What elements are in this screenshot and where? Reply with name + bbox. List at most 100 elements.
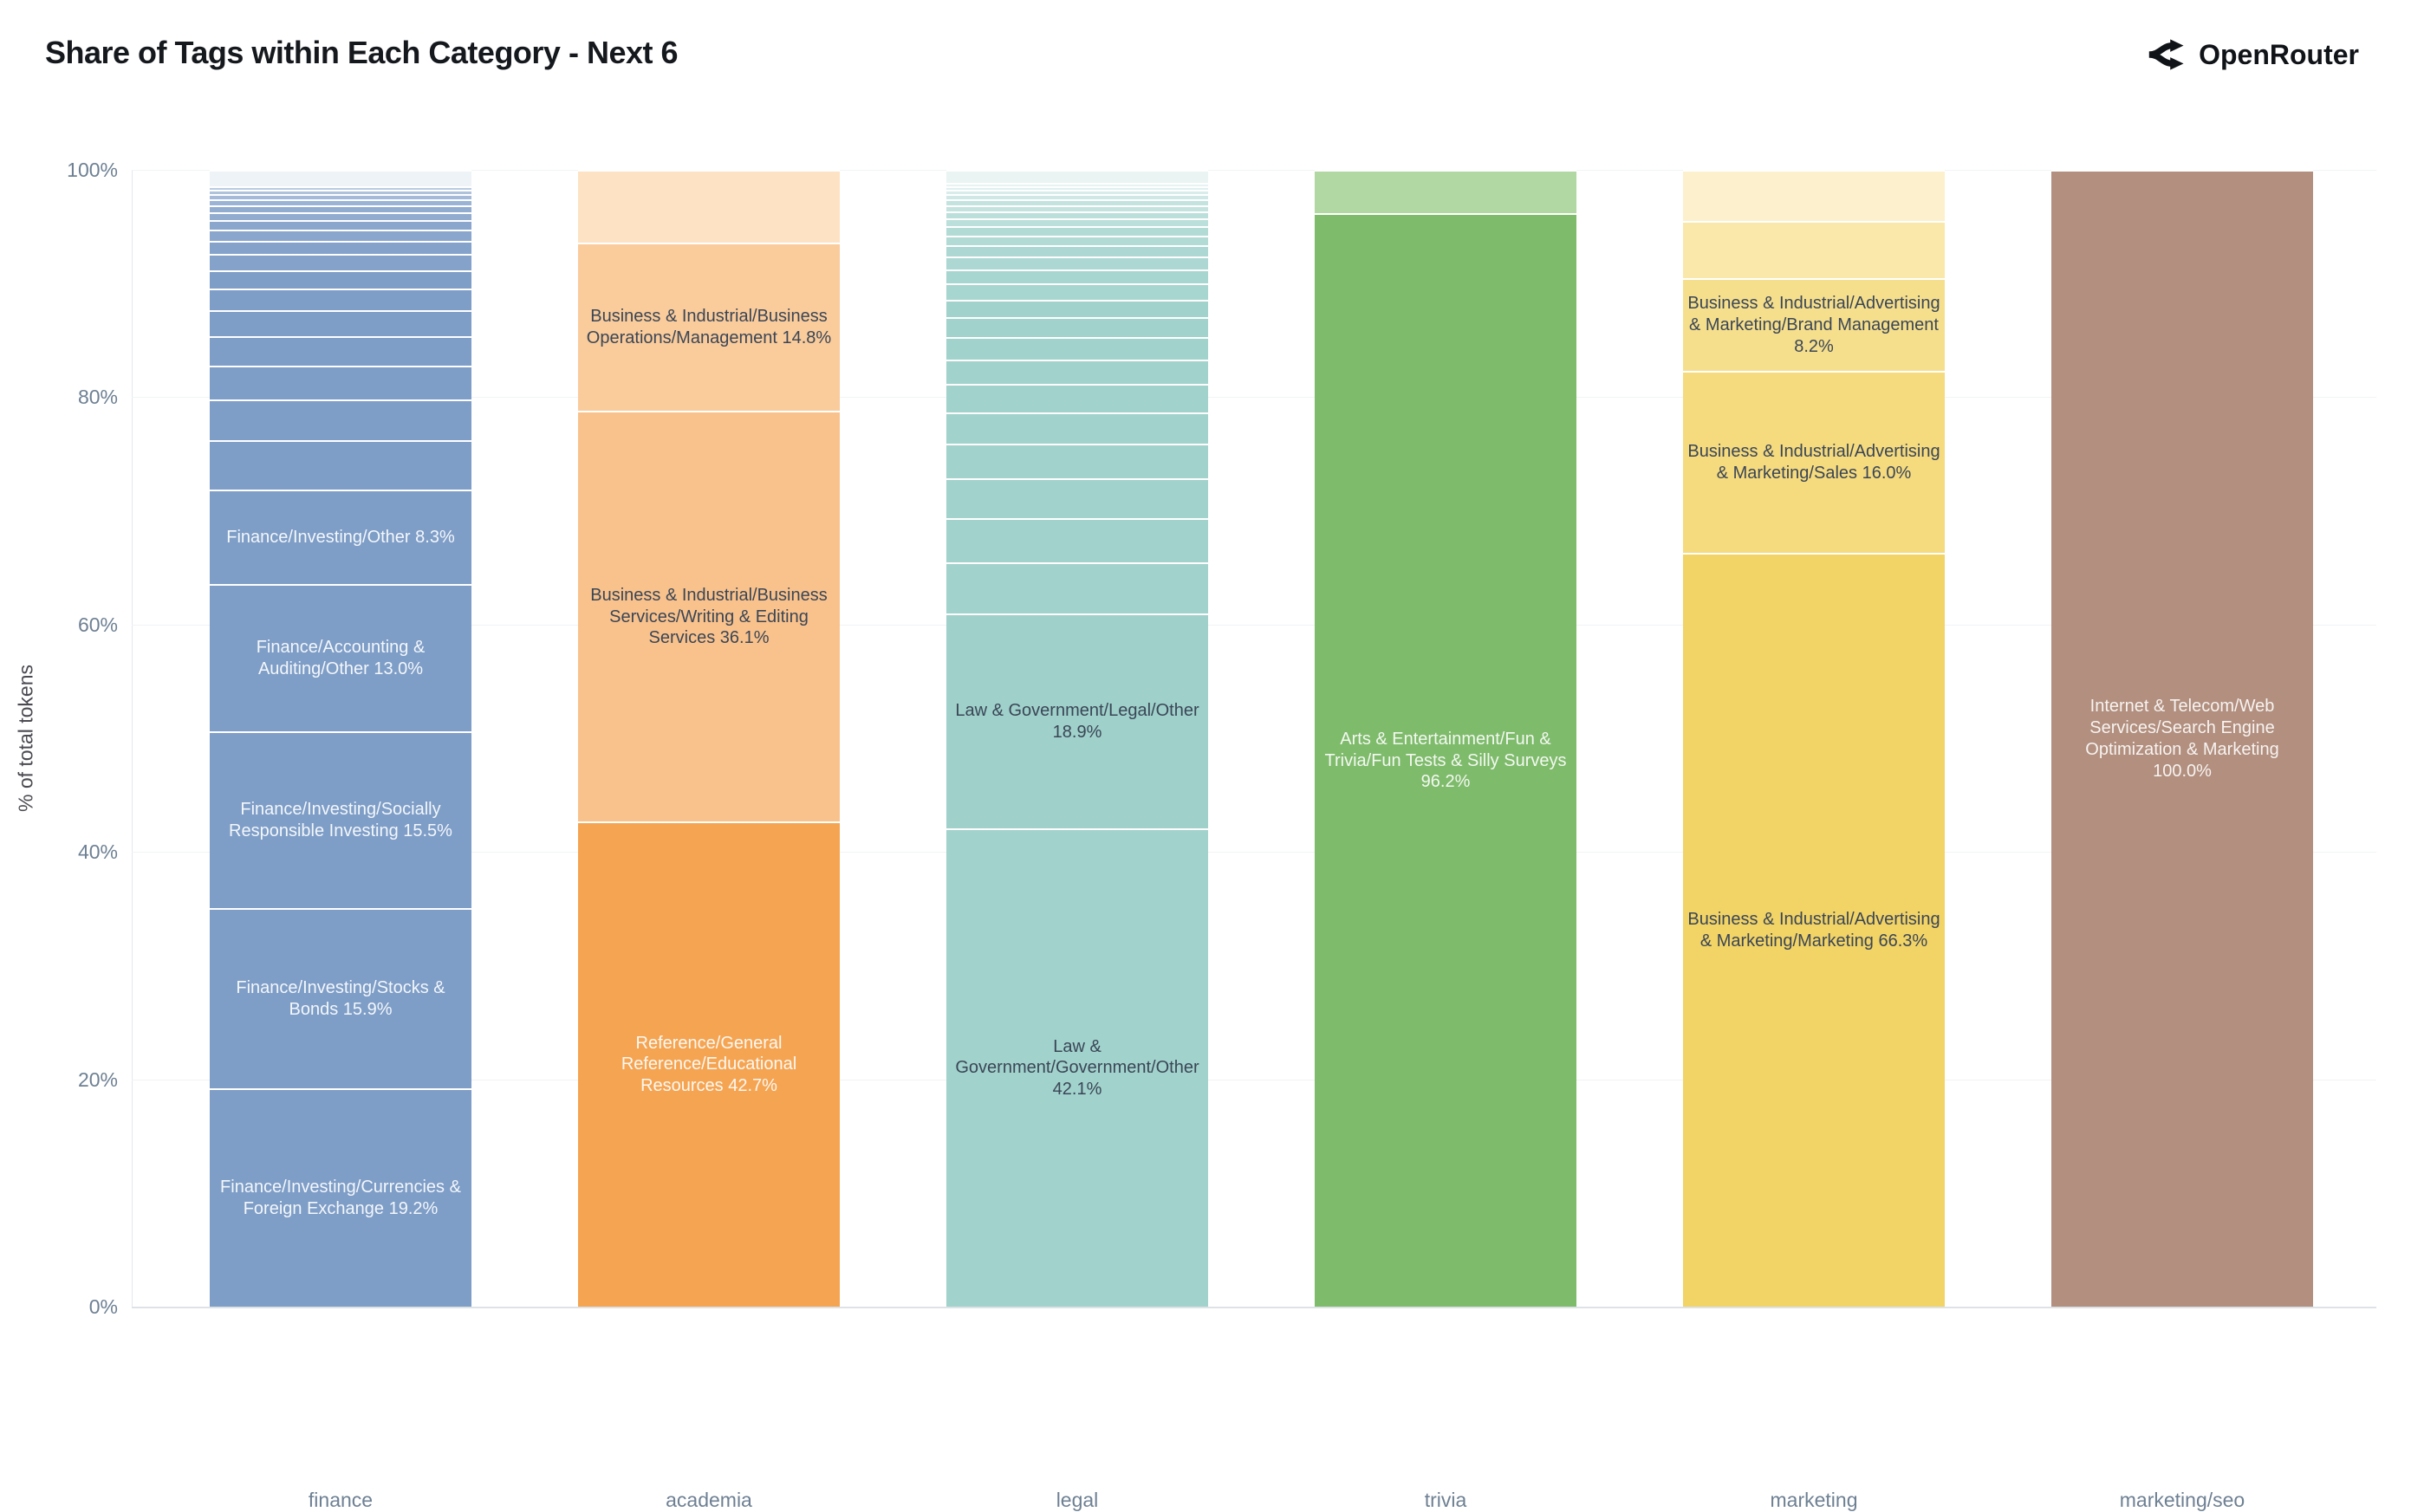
bar-segment[interactable] (210, 219, 471, 230)
bar-segment[interactable] (946, 478, 1208, 519)
y-tick-label-20: 20% (77, 1067, 118, 1091)
bar-marketing-seo[interactable]: Internet & Telecom/Web Services/Search E… (2051, 170, 2313, 1307)
bar-segment[interactable]: Business & Industrial/Advertising & Mark… (1683, 371, 1945, 554)
segment-label: Finance/Investing/Other 8.3% (226, 527, 455, 547)
bar-segment[interactable] (946, 412, 1208, 444)
bar-segment[interactable]: Business & Industrial/Advertising & Mark… (1683, 553, 1945, 1307)
bar-segment[interactable] (210, 211, 471, 220)
bar-segment[interactable] (946, 185, 1208, 191)
bar-trivia[interactable]: Arts & Entertainment/Fun & Trivia/Fun Te… (1315, 170, 1576, 1307)
bar-segment[interactable]: Internet & Telecom/Web Services/Search E… (2051, 170, 2313, 1307)
bar-segment[interactable] (946, 256, 1208, 269)
bar-segment[interactable] (946, 283, 1208, 300)
segment-label: Law & Government/Legal/Other 18.9% (955, 700, 1199, 742)
gridline-100 (132, 170, 2376, 171)
bar-segment[interactable] (1683, 221, 1945, 278)
openrouter-logo-icon (2147, 35, 2187, 75)
openrouter-brand: OpenRouter (2147, 35, 2359, 75)
x-category-label-trivia: trivia (1424, 1489, 1467, 1511)
bar-segment[interactable]: Business & Industrial/Business Operation… (578, 242, 840, 412)
bar-segment[interactable] (210, 310, 471, 336)
bar-segment[interactable] (210, 185, 471, 191)
bar-segment[interactable] (210, 254, 471, 270)
page-title: Share of Tags within Each Category - Nex… (45, 35, 679, 70)
bar-segment[interactable]: Finance/Investing/Stocks & Bonds 15.9% (210, 907, 471, 1089)
bar-academia[interactable]: Reference/General Reference/Educational … (578, 170, 840, 1307)
plot-area: 0% 20% 40% 60% 80% 100% Finance/Investing/Curr… (67, 159, 2376, 1511)
bar-segment[interactable] (946, 226, 1208, 236)
bar-segment[interactable] (946, 199, 1208, 205)
segment-label: Finance/Investing/Socially Responsible I… (229, 800, 452, 840)
bar-segment[interactable] (946, 518, 1208, 563)
bar-marketing[interactable]: Business & Industrial/Advertising & Mark… (1683, 170, 1945, 1307)
bar-segment[interactable] (1315, 170, 1576, 213)
bar-segment[interactable] (946, 336, 1208, 360)
bar-segment[interactable] (210, 335, 471, 366)
bar-segment[interactable] (210, 365, 471, 400)
bar-segment[interactable] (210, 204, 471, 212)
bar-segment[interactable]: Finance/Investing/Currencies & Foreign E… (210, 1088, 471, 1307)
bar-legal[interactable]: Law & Government/Government/Other 42.1% L… (946, 170, 1208, 1307)
bar-segment[interactable]: Law & Government/Legal/Other 18.9% (946, 613, 1208, 828)
segment-label: Arts & Entertainment/Fun & Trivia/Fun Te… (1324, 729, 1567, 792)
bar-segment[interactable] (946, 384, 1208, 412)
bar-segment[interactable] (946, 443, 1208, 479)
bar-segment[interactable] (946, 204, 1208, 212)
y-tick-label-100: 100% (67, 159, 118, 181)
bar-segment[interactable]: Business & Industrial/Advertising & Mark… (1683, 277, 1945, 372)
segment-label: Finance/Investing/Stocks & Bonds 15.9% (236, 978, 445, 1019)
segment-label: Finance/Investing/Currencies & Foreign E… (220, 1178, 461, 1219)
bar-segment[interactable]: Finance/Investing/Socially Responsible I… (210, 731, 471, 908)
y-tick-label-80: 80% (77, 386, 118, 409)
bar-segment[interactable] (946, 359, 1208, 385)
segment-label: Finance/Accounting & Auditing/Other 13.0… (256, 638, 426, 678)
gridline-80 (132, 397, 2376, 399)
bar-segment[interactable] (946, 211, 1208, 218)
bar-segment[interactable] (210, 241, 471, 255)
bar-segment[interactable] (210, 199, 471, 205)
bar-segment[interactable] (210, 289, 471, 311)
x-category-label-finance: finance (308, 1489, 374, 1511)
bar-segment[interactable]: Arts & Entertainment/Fun & Trivia/Fun Te… (1315, 212, 1576, 1307)
bar-segment[interactable] (946, 182, 1208, 186)
bar-segment[interactable]: Reference/General Reference/Educational … (578, 821, 840, 1307)
y-tick-label-40: 40% (77, 840, 118, 864)
y-tick-label-0: 0% (88, 1295, 118, 1318)
bar-segment[interactable] (946, 299, 1208, 317)
bar-segment[interactable] (946, 245, 1208, 257)
brand-name: OpenRouter (2199, 38, 2359, 70)
bar-segment[interactable] (946, 194, 1208, 200)
gridline-0 (132, 1307, 2376, 1308)
y-axis-line (132, 170, 133, 1307)
bar-segment[interactable] (210, 194, 471, 200)
bar-segment[interactable] (210, 190, 471, 195)
segment-label: Business & Industrial/Advertising & Mark… (1687, 294, 1940, 356)
bar-finance[interactable]: Finance/Investing/Currencies & Foreign E… (210, 170, 471, 1307)
bar-segment[interactable] (946, 190, 1208, 195)
bar-segment[interactable]: Business & Industrial/Business Services/… (578, 411, 840, 821)
bar-segment[interactable] (210, 399, 471, 441)
bar-segment[interactable] (210, 170, 471, 186)
segment-label: Business & Industrial/Advertising & Mark… (1687, 442, 1940, 483)
segment-label: Business & Industrial/Advertising & Mark… (1687, 910, 1940, 951)
bar-segment[interactable] (946, 235, 1208, 246)
bar-segment[interactable] (210, 230, 471, 242)
x-category-label-marketing: marketing (1770, 1489, 1858, 1511)
bar-segment[interactable] (578, 170, 840, 243)
segment-label: Business & Industrial/Business Operation… (586, 307, 832, 348)
gridline-60 (132, 624, 2376, 626)
bar-segment[interactable] (210, 269, 471, 289)
bar-segment[interactable] (210, 440, 471, 490)
bar-segment[interactable] (946, 562, 1208, 613)
x-category-label-legal: legal (1056, 1489, 1099, 1511)
bar-segment[interactable] (946, 269, 1208, 284)
bar-segment[interactable]: Finance/Investing/Other 8.3% (210, 489, 471, 584)
bar-segment[interactable] (946, 316, 1208, 337)
bar-segment[interactable] (946, 170, 1208, 183)
bar-segment[interactable] (946, 217, 1208, 227)
bar-segment[interactable]: Law & Government/Government/Other 42.1% (946, 827, 1208, 1307)
gridline-40 (132, 852, 2376, 853)
bar-segment[interactable]: Finance/Accounting & Auditing/Other 13.0… (210, 583, 471, 732)
y-tick-label-60: 60% (77, 613, 118, 636)
bar-segment[interactable] (1683, 170, 1945, 222)
